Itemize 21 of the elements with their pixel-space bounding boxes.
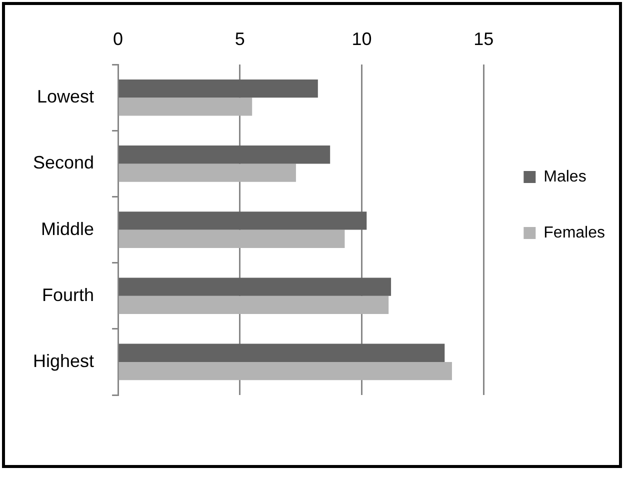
- bar: [118, 79, 318, 98]
- bar: [118, 164, 296, 182]
- legend-label: Males: [544, 168, 586, 186]
- bar: [118, 230, 345, 248]
- bar: [118, 146, 330, 164]
- y-tick-label: Fourth: [42, 284, 94, 305]
- x-tick-label: 15: [474, 28, 494, 49]
- bar: [118, 296, 389, 314]
- y-tick-label: Lowest: [37, 86, 94, 107]
- bar: [118, 344, 445, 362]
- y-tick-label: Highest: [33, 350, 94, 371]
- legend-label: Females: [544, 224, 606, 242]
- x-tick-label: 10: [352, 28, 372, 49]
- bar: [118, 98, 252, 116]
- bar: [118, 278, 392, 296]
- bar: [118, 362, 452, 380]
- y-tick-label: Middle: [41, 218, 94, 239]
- bar: [118, 212, 367, 230]
- x-tick-label: 5: [234, 28, 245, 49]
- y-tick-label: Second: [32, 152, 94, 173]
- x-tick-label: 0: [113, 28, 124, 49]
